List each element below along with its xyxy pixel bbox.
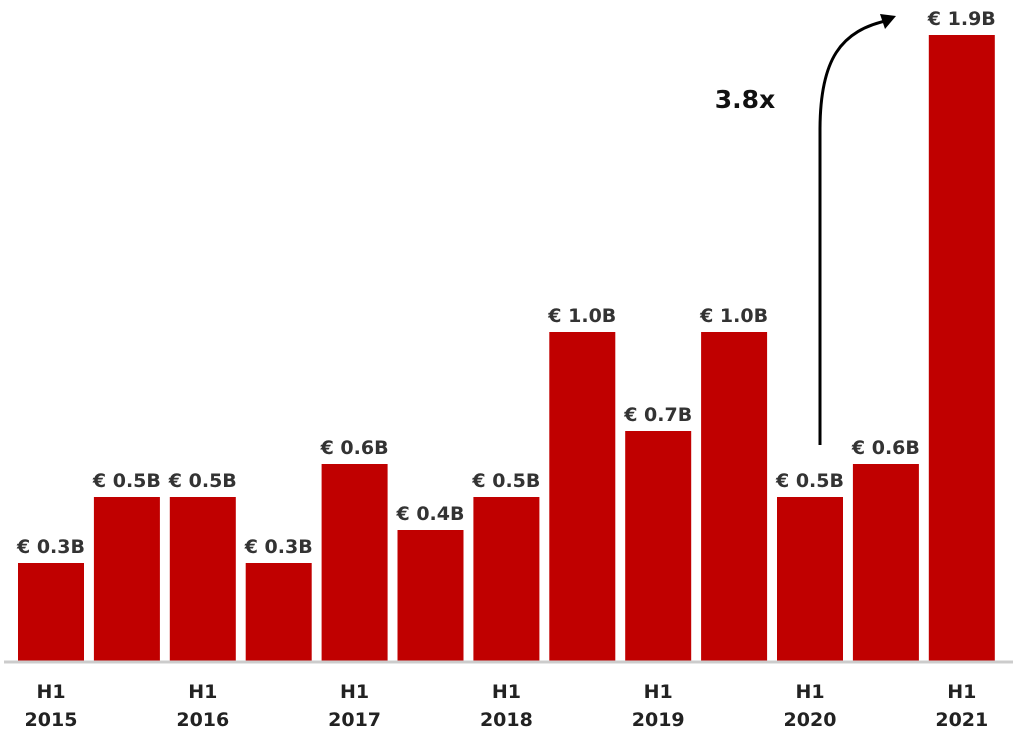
- growth-multiplier-label: 3.8x: [715, 85, 775, 114]
- bar-value-label: € 0.3B: [16, 536, 85, 558]
- bar-value-label: € 0.5B: [92, 470, 161, 492]
- bar-value-label: € 0.5B: [471, 470, 540, 492]
- x-tick-label-line2: 2017: [328, 709, 381, 730]
- bar: [18, 563, 84, 662]
- bar-value-label: € 1.9B: [927, 8, 996, 30]
- bar: [701, 332, 768, 662]
- x-tick-label: H1 2018: [480, 681, 533, 730]
- x-tick-label-line1: H1: [795, 681, 824, 703]
- bar: [625, 431, 692, 662]
- x-tick-labels-group: H1 2015 H1 2016 H1 2017 H1 2018 H1 2019 H1 2020 H1 20…: [25, 681, 989, 730]
- x-tick-label-line1: H1: [492, 681, 521, 703]
- x-tick-label-line2: 2015: [25, 709, 78, 730]
- bar-value-label: € 0.7B: [623, 404, 692, 426]
- bar-value-label: € 0.3B: [244, 536, 313, 558]
- bar-value-label: € 0.4B: [396, 503, 465, 525]
- x-tick-label: H1 2019: [632, 681, 685, 730]
- bar: [321, 464, 388, 662]
- x-tick-label-line1: H1: [36, 681, 65, 703]
- bar: [777, 497, 843, 662]
- bar: [473, 497, 540, 662]
- x-tick-label-line2: 2018: [480, 709, 533, 730]
- bar-value-label: € 1.0B: [547, 305, 616, 327]
- bar: [928, 35, 995, 662]
- value-labels-group: € 0.3B € 0.5B € 0.5B € 0.3B € 0.6B € 0.4B € 0.…: [16, 8, 996, 558]
- bars-group: [18, 35, 995, 662]
- bar: [852, 464, 919, 662]
- bar: [397, 530, 464, 662]
- bar-value-label: € 0.6B: [320, 437, 389, 459]
- x-tick-label-line1: H1: [188, 681, 217, 703]
- x-tick-label: H1 2020: [784, 681, 837, 730]
- x-tick-label-line2: 2020: [784, 709, 837, 730]
- bar: [93, 497, 160, 662]
- bar-value-label: € 0.5B: [775, 470, 844, 492]
- growth-arrow-head: [880, 14, 896, 29]
- x-tick-label: H1 2015: [25, 681, 78, 730]
- x-tick-label-line2: 2019: [632, 709, 685, 730]
- bar: [169, 497, 236, 662]
- x-tick-label: H1 2016: [176, 681, 229, 730]
- growth-arrow: [818, 18, 891, 445]
- bar: [549, 332, 616, 662]
- bar-value-label: € 0.6B: [851, 437, 920, 459]
- bar-value-label: € 1.0B: [699, 305, 768, 327]
- bar: [245, 563, 312, 662]
- x-tick-label-line2: 2021: [935, 709, 988, 730]
- x-tick-label-line1: H1: [947, 681, 976, 703]
- x-tick-label: H1 2017: [328, 681, 381, 730]
- x-tick-label-line2: 2016: [176, 709, 229, 730]
- bar-value-label: € 0.5B: [168, 470, 237, 492]
- x-tick-label-line1: H1: [644, 681, 673, 703]
- x-tick-label: H1 2021: [935, 681, 988, 730]
- x-tick-label-line1: H1: [340, 681, 369, 703]
